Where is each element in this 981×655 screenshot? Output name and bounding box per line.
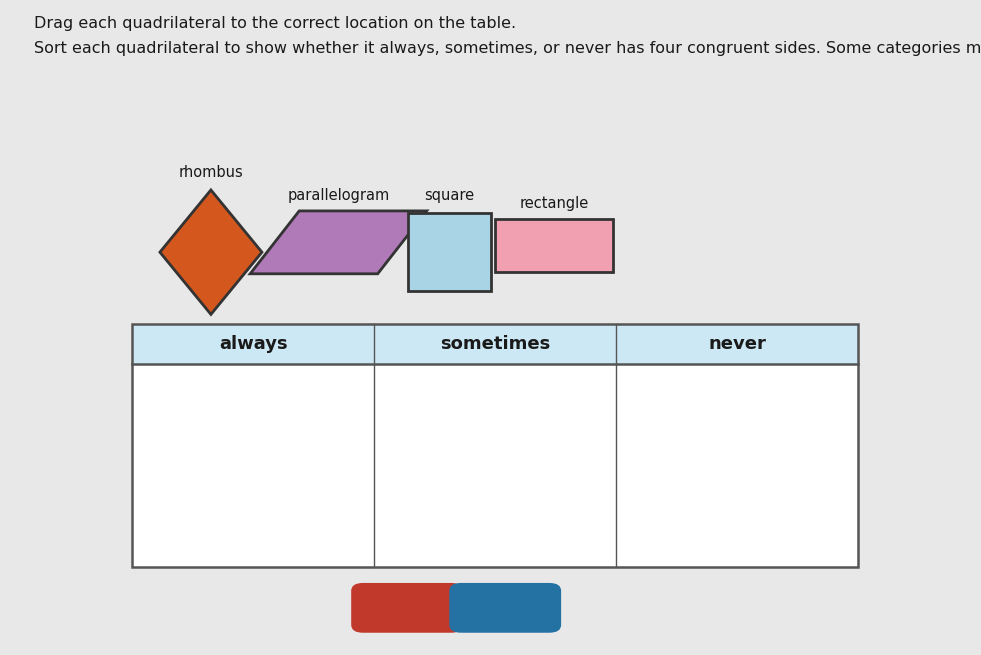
Text: square: square [424, 188, 475, 203]
Text: never: never [708, 335, 766, 353]
FancyBboxPatch shape [132, 324, 858, 364]
FancyBboxPatch shape [495, 219, 613, 272]
FancyBboxPatch shape [449, 583, 561, 633]
Text: sometimes: sometimes [440, 335, 550, 353]
Text: Drag each quadrilateral to the correct location on the table.: Drag each quadrilateral to the correct l… [34, 16, 516, 31]
Text: Reset: Reset [383, 601, 432, 615]
Polygon shape [250, 211, 427, 274]
Text: Next: Next [485, 601, 526, 615]
Text: always: always [219, 335, 287, 353]
FancyBboxPatch shape [351, 583, 463, 633]
Text: parallelogram: parallelogram [287, 188, 389, 203]
FancyBboxPatch shape [408, 213, 490, 291]
Text: rhombus: rhombus [179, 165, 243, 180]
Polygon shape [160, 190, 262, 314]
FancyBboxPatch shape [132, 364, 858, 567]
Text: Sort each quadrilateral to show whether it always, sometimes, or never has four : Sort each quadrilateral to show whether … [34, 41, 981, 56]
Text: rectangle: rectangle [520, 196, 589, 211]
